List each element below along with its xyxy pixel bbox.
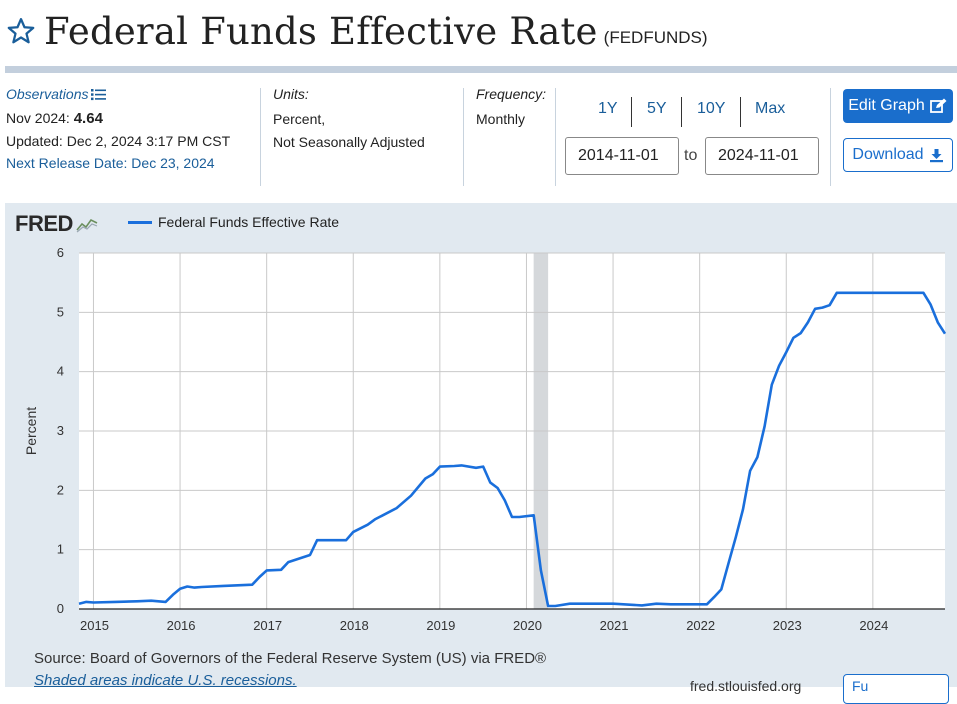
latest-observation: Nov 2024: 4.64 <box>6 110 230 127</box>
x-tick-label: 2023 <box>773 618 802 633</box>
y-tick-label: 6 <box>57 245 64 260</box>
x-tick-label: 2024 <box>859 618 888 633</box>
frequency-value: Monthly <box>476 111 526 127</box>
x-tick-label: 2022 <box>686 618 715 633</box>
series-id: (FEDFUNDS) <box>603 28 708 47</box>
y-tick-label: 4 <box>57 364 64 379</box>
observations-block: Observations Nov 2024: 4.64 Updated: Dec… <box>6 86 230 171</box>
legend-swatch <box>128 220 152 224</box>
latest-period: Nov 2024: <box>6 110 70 126</box>
x-tick-label: 2017 <box>253 618 282 633</box>
fred-url[interactable]: fred.stlouisfed.org <box>690 678 802 694</box>
x-tick-label: 2019 <box>426 618 455 633</box>
frequency-label: Frequency: <box>476 86 547 102</box>
next-release[interactable]: Next Release Date: Dec 23, 2024 <box>6 155 230 171</box>
frequency-block: Frequency: Monthly <box>476 86 546 127</box>
download-icon <box>929 148 943 162</box>
range-10y-button[interactable]: 10Y <box>697 100 726 117</box>
list-icon[interactable] <box>91 88 107 101</box>
units-line-2: Not Seasonally Adjusted <box>273 134 425 150</box>
fred-chart-icon <box>74 215 99 233</box>
source-note: Source: Board of Governors of the Federa… <box>34 650 547 667</box>
range-max-button[interactable]: Max <box>755 100 786 117</box>
series-line <box>78 291 947 608</box>
range-5y-button[interactable]: 5Y <box>647 100 667 117</box>
range-divider <box>681 97 682 127</box>
divider <box>463 88 464 186</box>
fred-logo-text: FRED <box>15 211 73 236</box>
x-tick-label: 2018 <box>340 618 369 633</box>
y-tick-label: 2 <box>57 482 64 497</box>
line-chart: 0 1 2 3 4 5 6 2015 2016 2017 2018 2019 2020 2021 2022 2… <box>23 245 947 633</box>
y-tick-label: 1 <box>57 542 64 557</box>
title-row: Federal Funds Effective Rate (FEDFUNDS) <box>6 6 708 56</box>
edit-graph-label: Edit Graph <box>848 97 925 114</box>
next-release-date: Dec 23, 2024 <box>131 155 215 171</box>
observations-link[interactable]: Observations <box>6 86 230 102</box>
x-tick-label: 2020 <box>513 618 542 633</box>
range-divider <box>631 97 632 127</box>
download-label: Download <box>852 146 924 163</box>
divider <box>555 88 556 186</box>
range-divider <box>740 97 741 127</box>
next-release-label: Next Release Date: <box>6 155 128 171</box>
observations-label[interactable]: Observations <box>6 86 89 102</box>
download-button[interactable]: Download <box>843 138 953 172</box>
x-tick-label: 2016 <box>167 618 196 633</box>
start-date-input[interactable]: 2014-11-01 <box>565 137 679 175</box>
header-divider <box>5 66 957 73</box>
y-tick-label: 0 <box>57 601 64 616</box>
y-tick-label: 3 <box>57 423 64 438</box>
edit-graph-button[interactable]: Edit Graph <box>843 89 953 123</box>
fred-logo: FRED <box>15 211 99 237</box>
chart-legend: Federal Funds Effective Rate <box>128 214 339 230</box>
page-title: Federal Funds Effective Rate <box>44 9 598 53</box>
units-line-1: Percent, <box>273 111 326 127</box>
recession-note[interactable]: Shaded areas indicate U.S. recessions. <box>34 672 297 689</box>
edit-icon <box>929 98 947 113</box>
x-tick-label: 2015 <box>80 618 109 633</box>
divider <box>830 88 831 186</box>
star-icon[interactable] <box>6 16 36 46</box>
units-block: Units: Percent, Not Seasonally Adjusted <box>273 86 425 150</box>
fullscreen-button[interactable]: Fu <box>843 674 949 704</box>
y-axis-label: Percent <box>23 407 39 455</box>
x-tick-label: 2021 <box>600 618 629 633</box>
to-label: to <box>684 147 698 164</box>
legend-label: Federal Funds Effective Rate <box>158 214 340 230</box>
y-tick-label: 5 <box>57 304 64 319</box>
latest-value: 4.64 <box>73 110 103 127</box>
updated-text: Updated: Dec 2, 2024 3:17 PM CST <box>6 133 231 149</box>
end-date-input[interactable]: 2024-11-01 <box>705 137 819 175</box>
divider <box>260 88 261 186</box>
units-label: Units: <box>273 86 309 102</box>
range-1y-button[interactable]: 1Y <box>598 100 618 117</box>
